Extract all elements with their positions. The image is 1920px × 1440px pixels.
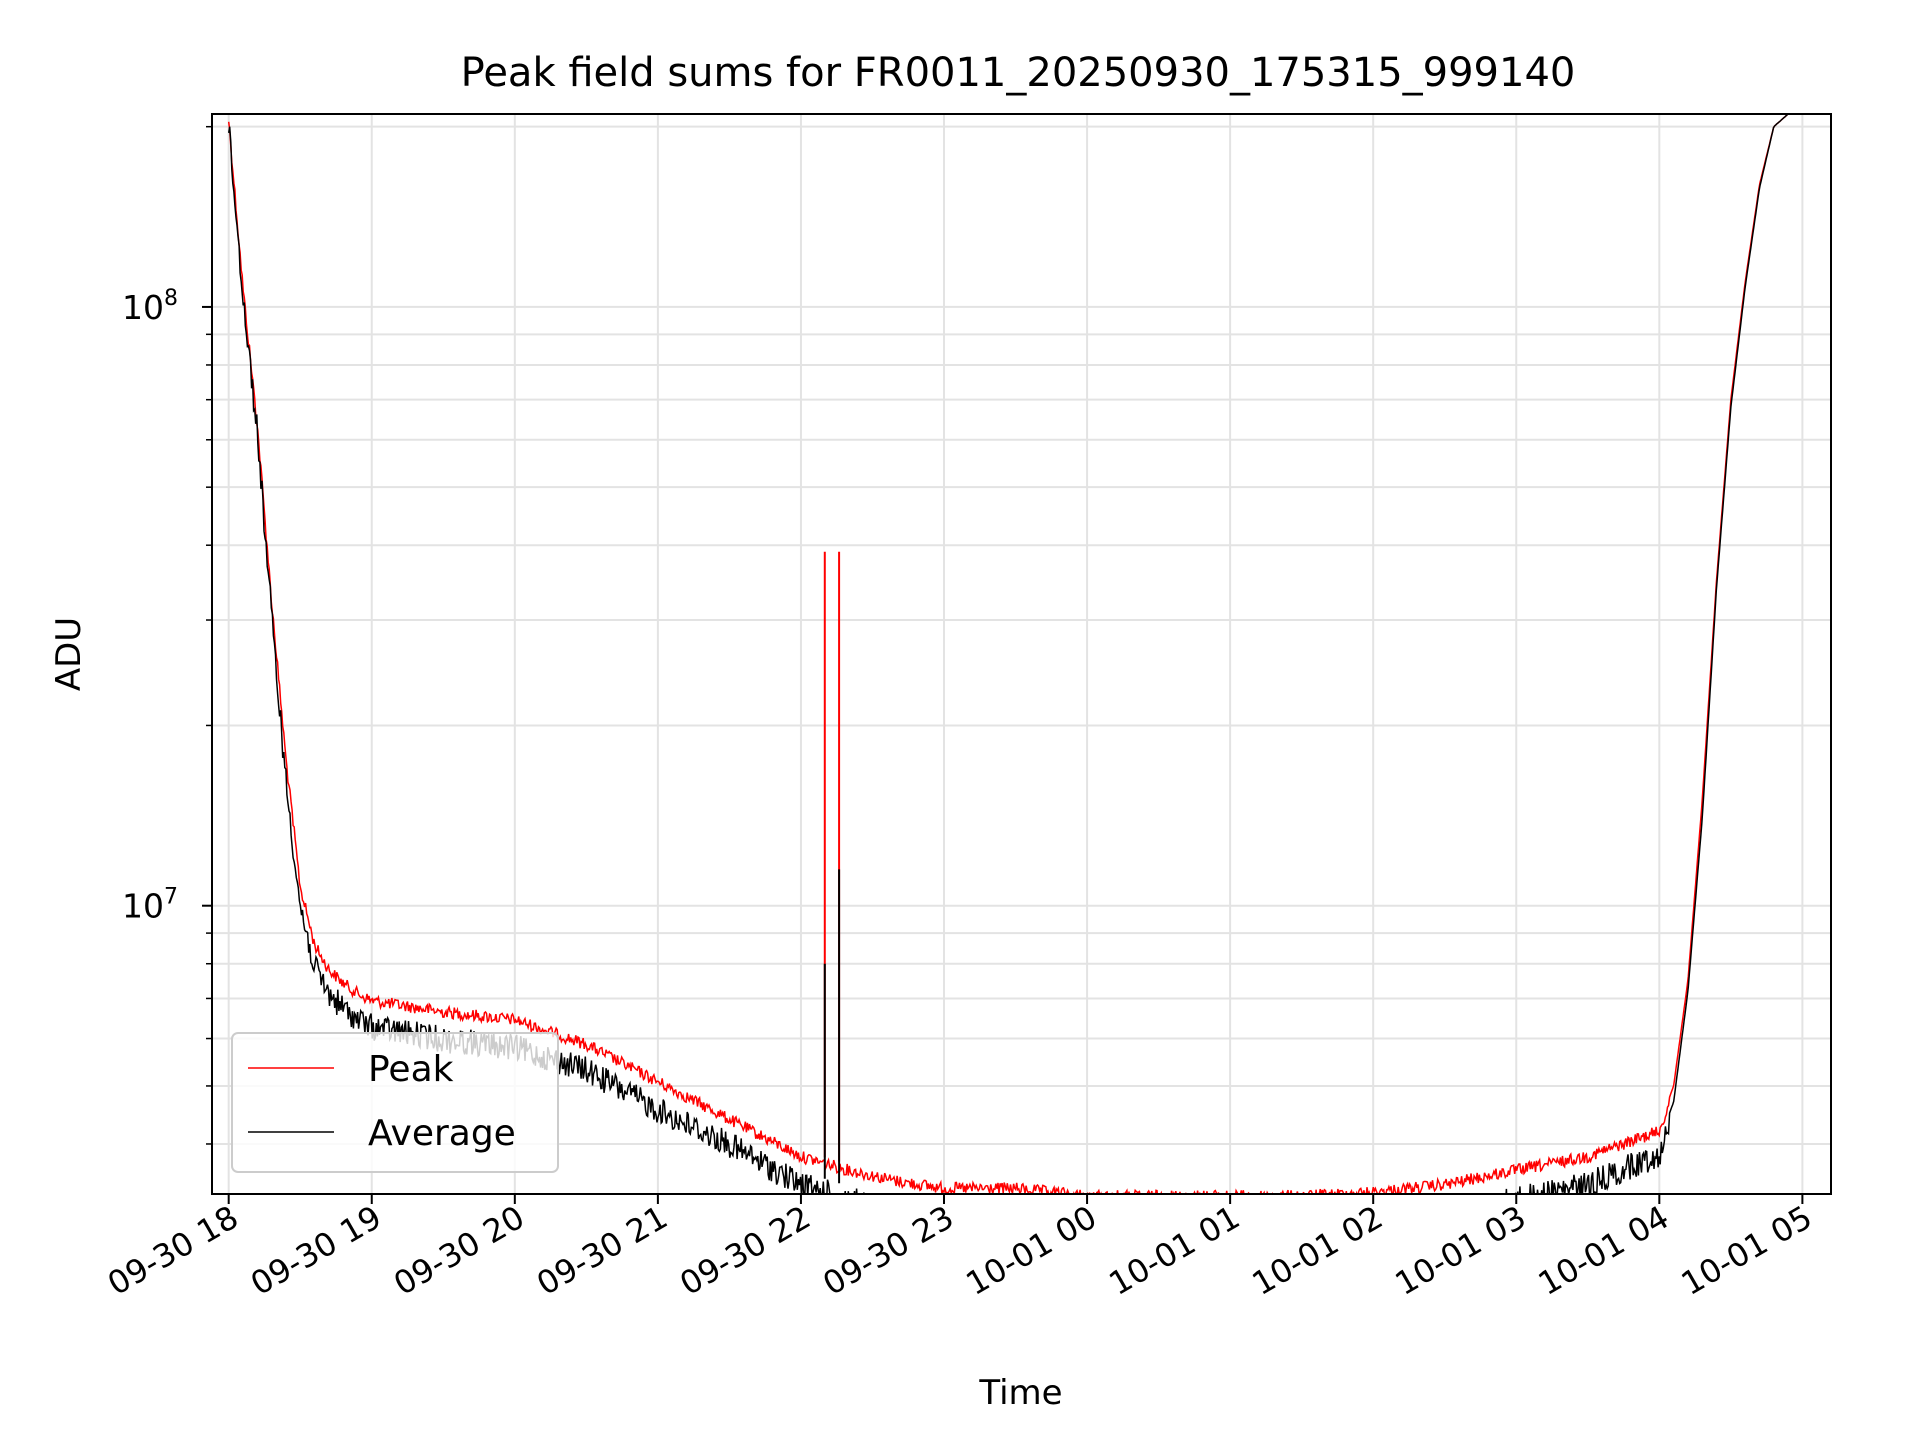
y-tick-exponent: 8	[164, 286, 178, 311]
chart-title: Peak field sums for FR0011_20250930_1753…	[461, 50, 1576, 96]
y-tick-base: 10	[122, 288, 164, 327]
x-axis-label: Time	[978, 1373, 1062, 1413]
legend: Peak Average	[231, 1032, 559, 1173]
series-line-peak	[227, 114, 1789, 1194]
grid-layer	[212, 114, 1831, 1194]
y-tick-base: 10	[122, 887, 164, 926]
y-axis-label: ADU	[49, 617, 89, 691]
legend-peak-label: Peak	[368, 1049, 454, 1090]
y-tick-label: 107	[122, 885, 178, 926]
y-tick-label: 108	[122, 286, 178, 327]
y-tick-exponent: 7	[164, 885, 178, 910]
legend-average-label: Average	[368, 1113, 516, 1154]
plot-frame	[211, 113, 1832, 1195]
